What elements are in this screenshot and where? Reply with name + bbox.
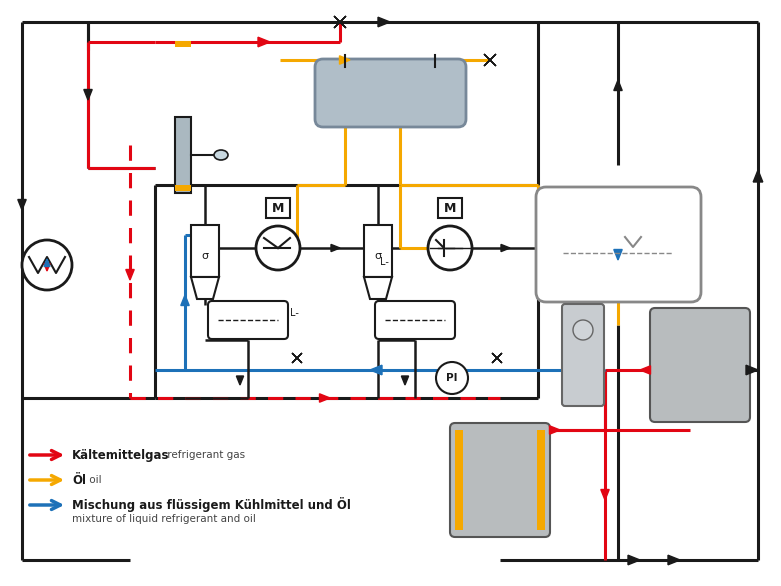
Text: Kältemittelgas: Kältemittelgas	[72, 448, 169, 462]
Text: oil: oil	[86, 475, 102, 485]
Text: Mischung aus flüssigem Kühlmittel und Öl: Mischung aus flüssigem Kühlmittel und Öl	[72, 498, 351, 513]
FancyBboxPatch shape	[208, 301, 288, 339]
FancyBboxPatch shape	[650, 308, 750, 422]
Text: M: M	[444, 202, 456, 214]
Polygon shape	[492, 353, 502, 363]
Bar	[364, 225, 392, 277]
Text: PI: PI	[446, 373, 458, 383]
Polygon shape	[126, 270, 134, 280]
Polygon shape	[753, 170, 763, 182]
Polygon shape	[640, 366, 651, 374]
Bar	[191, 225, 219, 277]
Polygon shape	[18, 199, 27, 210]
Polygon shape	[237, 376, 244, 385]
Polygon shape	[258, 37, 270, 47]
Text: mixture of liquid refrigerant and oil: mixture of liquid refrigerant and oil	[72, 514, 256, 524]
Polygon shape	[319, 394, 330, 402]
Polygon shape	[370, 365, 382, 375]
FancyBboxPatch shape	[562, 304, 604, 406]
Polygon shape	[44, 264, 50, 271]
Polygon shape	[378, 17, 390, 27]
Polygon shape	[484, 54, 496, 66]
Polygon shape	[292, 353, 302, 363]
Circle shape	[573, 320, 593, 340]
Circle shape	[256, 226, 300, 270]
Bar	[537, 430, 545, 530]
Polygon shape	[614, 250, 622, 260]
FancyBboxPatch shape	[375, 301, 455, 339]
Polygon shape	[401, 376, 408, 385]
Text: refrigerant gas: refrigerant gas	[164, 450, 245, 460]
Bar	[455, 430, 463, 530]
Polygon shape	[292, 353, 302, 363]
Polygon shape	[614, 80, 622, 90]
Polygon shape	[334, 16, 346, 28]
Circle shape	[428, 226, 472, 270]
Text: M: M	[272, 202, 284, 214]
Bar	[266, 198, 290, 218]
FancyBboxPatch shape	[450, 423, 550, 537]
Bar	[175, 41, 191, 47]
Polygon shape	[746, 365, 758, 375]
Bar	[175, 185, 191, 191]
Polygon shape	[334, 16, 346, 28]
Bar	[175, 117, 191, 193]
Text: σ: σ	[201, 251, 209, 261]
Polygon shape	[364, 277, 392, 299]
Polygon shape	[331, 244, 340, 251]
Polygon shape	[628, 555, 640, 565]
Polygon shape	[492, 353, 502, 363]
Circle shape	[22, 240, 72, 290]
Polygon shape	[44, 259, 50, 267]
Text: L-: L-	[380, 257, 389, 267]
Ellipse shape	[214, 150, 228, 160]
Polygon shape	[501, 244, 510, 251]
Polygon shape	[191, 277, 219, 299]
Polygon shape	[550, 426, 560, 434]
Polygon shape	[668, 555, 680, 565]
Polygon shape	[601, 489, 609, 500]
Polygon shape	[340, 56, 350, 64]
FancyBboxPatch shape	[536, 187, 701, 302]
Bar	[438, 198, 462, 218]
Text: Öl: Öl	[72, 473, 86, 486]
FancyBboxPatch shape	[315, 59, 466, 127]
Circle shape	[436, 362, 468, 394]
Text: σ: σ	[375, 251, 381, 261]
Text: L-: L-	[290, 308, 299, 318]
Polygon shape	[180, 295, 189, 305]
Polygon shape	[84, 90, 92, 100]
Polygon shape	[484, 54, 496, 66]
